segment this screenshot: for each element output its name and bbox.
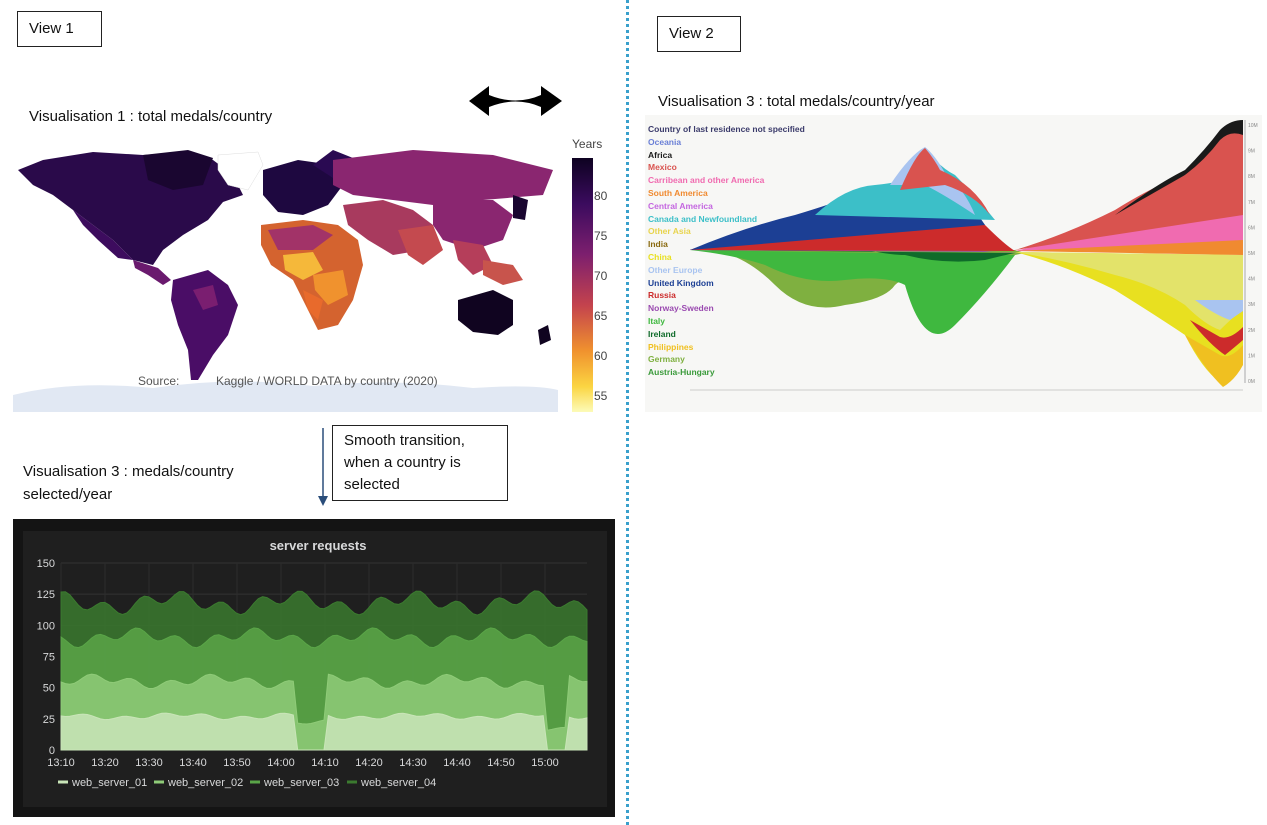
x-tick-label: 13:40 [179,757,207,769]
x-tick-label: 14:40 [443,757,471,769]
legend-label[interactable]: web_server_04 [360,777,436,789]
colorbar-tick: 70 [594,269,608,283]
streamgraph-legend-item[interactable]: Other Asia [648,226,691,237]
x-tick-label: 14:30 [399,757,427,769]
streamgraph-legend-item[interactable]: Italy [648,316,666,326]
y-tick-label: 50 [43,683,55,695]
y-tick-label: 125 [37,589,55,601]
note-line: selected [344,476,400,493]
colorbar-tick: 80 [594,189,608,203]
streamgraph-legend-item[interactable]: Ireland [648,328,676,339]
map-source-label: Source: [138,374,179,388]
streamgraph-legend-item[interactable]: Austria-Hungary [648,367,715,378]
stream-y-tick: 9M [1248,149,1255,155]
x-tick-label: 14:10 [311,757,339,769]
map-source-text: Kaggle / WORLD DATA by country (2020) [216,374,438,388]
colorbar-tick: 65 [594,309,608,323]
legend-label[interactable]: web_server_02 [167,777,243,789]
streamgraph-legend-item[interactable]: Philippines [648,341,694,352]
colorbar-title: Years [572,137,603,151]
x-tick-label: 14:50 [487,757,515,769]
resize-double-arrow-icon [469,86,562,116]
note-line: Smooth transition, [344,432,465,449]
streamgraph-legend-item[interactable]: South America [648,188,708,198]
colorbar-tick: 55 [594,389,608,403]
y-tick-label: 150 [37,558,55,570]
stream-y-tick: 3M [1248,302,1255,308]
streamgraph-chart[interactable]: 10M 9M 8M 7M 6M 5M 4M 3M 2M 1M 0M [645,115,1262,412]
y-tick-label: 100 [37,620,55,632]
x-tick-label: 14:20 [355,757,383,769]
x-tick-label: 14:00 [267,757,295,769]
y-tick-label: 25 [43,714,55,726]
streamgraph-legend-item[interactable]: Canada and Newfoundland [648,213,758,224]
streamgraph-legend-item[interactable]: Central America [648,200,713,211]
x-tick-label: 13:50 [223,757,251,769]
y-tick-label: 0 [49,745,55,757]
streamgraph-legend-item[interactable]: United Kingdom [648,277,714,288]
transition-note: Smooth transition, when a country is sel… [332,425,508,501]
stream-y-tick: 6M [1248,225,1255,231]
stream-y-tick: 8M [1248,174,1255,180]
streamgraph-legend-item[interactable]: Other Europe [648,264,703,275]
stream-y-tick: 5M [1248,251,1255,257]
streamgraph-legend-item[interactable]: Mexico [648,162,677,173]
colorbar [572,158,593,412]
legend-label[interactable]: web_server_03 [263,777,339,789]
vis3-view2-title: Visualisation 3 : total medals/country/y… [658,93,935,110]
x-tick-label: 15:00 [531,757,559,769]
chart-title: server requests [270,538,367,553]
world-choropleth-map[interactable]: Source: Kaggle / WORLD DATA by country (… [13,140,558,412]
streamgraph-legend-item[interactable]: Norway-Sweden [648,303,714,314]
y-tick-label: 75 [43,652,55,664]
vis3-title-line: selected/year [23,486,113,503]
stream-y-tick: 1M [1248,353,1255,359]
streamgraph-legend-item[interactable]: Oceania [648,136,682,147]
stream-y-tick: 7M [1248,200,1255,206]
x-tick-label: 13:30 [135,757,163,769]
legend-label[interactable]: web_server_01 [71,777,147,789]
x-tick-label: 13:10 [47,757,75,769]
area-series [60,712,588,751]
vis3-view1-title: Visualisation 3 : medals/country selecte… [23,460,234,506]
stream-y-tick: 0M [1248,379,1255,385]
x-tick-label: 13:20 [91,757,119,769]
streamgraph-legend-item[interactable]: Carribean and other America [648,175,765,186]
streamgraph-legend-item[interactable]: Germany [648,354,685,365]
transition-arrow-icon [318,428,328,506]
colorbar-tick: 75 [594,229,608,243]
stream-y-tick: 4M [1248,277,1255,283]
vis3-title-line: Visualisation 3 : medals/country [23,463,234,480]
server-requests-chart[interactable]: server requests 150 125 100 75 50 25 013:10 13:… [13,519,615,817]
streamgraph-legend-item[interactable]: Russia [648,290,676,301]
view2-label: View 2 [657,16,741,52]
streamgraph-legend-item[interactable]: Africa [648,149,673,160]
note-line: when a country is [344,454,461,471]
stream-y-tick: 10M [1248,123,1258,129]
streamgraph-legend-item[interactable]: India [648,239,668,250]
view-divider [626,0,629,825]
vis1-title: Visualisation 1 : total medals/country [29,108,273,125]
streamgraph-legend-item[interactable]: Country of last residence not specified [648,124,805,134]
stream-y-tick: 2M [1248,328,1255,334]
view1-label: View 1 [17,11,102,47]
colorbar-tick: 60 [594,349,608,363]
streamgraph-legend-item[interactable]: China [648,252,672,262]
